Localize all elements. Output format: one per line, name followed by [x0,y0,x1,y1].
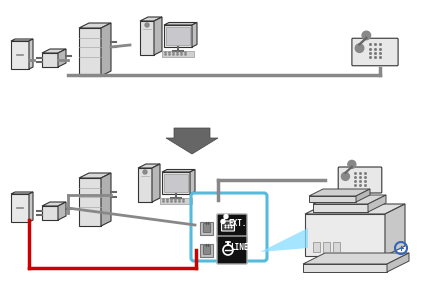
Polygon shape [79,173,111,178]
Polygon shape [162,172,190,194]
Polygon shape [192,22,197,47]
Polygon shape [190,169,195,194]
Polygon shape [303,253,409,264]
FancyBboxPatch shape [203,224,211,232]
Polygon shape [42,49,66,53]
Polygon shape [309,189,370,196]
Polygon shape [11,39,33,41]
FancyBboxPatch shape [217,236,247,264]
Circle shape [341,172,349,180]
FancyBboxPatch shape [162,51,194,57]
Polygon shape [387,253,409,272]
Polygon shape [303,264,387,272]
FancyBboxPatch shape [201,221,213,235]
FancyBboxPatch shape [201,244,213,256]
Polygon shape [368,195,386,212]
Circle shape [224,214,228,218]
Polygon shape [101,23,111,76]
Polygon shape [309,196,356,202]
Polygon shape [164,25,192,47]
Polygon shape [11,41,29,69]
FancyBboxPatch shape [323,242,330,252]
Text: LINE: LINE [230,244,248,253]
FancyBboxPatch shape [164,174,188,192]
FancyBboxPatch shape [338,167,382,193]
Polygon shape [164,22,197,25]
Polygon shape [166,128,218,154]
Polygon shape [138,164,160,168]
Polygon shape [29,39,33,69]
Polygon shape [138,168,152,202]
Polygon shape [140,21,154,55]
Polygon shape [313,204,368,212]
Polygon shape [79,23,111,28]
Polygon shape [162,169,195,172]
Polygon shape [385,204,405,256]
Polygon shape [11,192,33,194]
FancyBboxPatch shape [221,221,235,231]
FancyBboxPatch shape [313,242,320,252]
Polygon shape [101,173,111,226]
Polygon shape [79,28,101,76]
Polygon shape [11,194,29,222]
Polygon shape [58,202,66,220]
FancyBboxPatch shape [352,38,398,66]
FancyBboxPatch shape [333,242,340,252]
Polygon shape [356,189,370,202]
Polygon shape [313,195,386,204]
Polygon shape [79,178,101,226]
Circle shape [145,23,149,27]
Text: EXT.: EXT. [229,220,247,229]
Polygon shape [152,164,160,202]
FancyBboxPatch shape [203,246,211,254]
Polygon shape [305,214,385,256]
Circle shape [348,160,356,168]
Polygon shape [42,206,58,220]
Polygon shape [154,17,162,55]
Circle shape [362,31,371,40]
Circle shape [221,220,225,224]
Circle shape [143,170,147,174]
Polygon shape [42,53,58,67]
Polygon shape [58,49,66,67]
FancyBboxPatch shape [166,27,190,45]
FancyBboxPatch shape [217,214,247,242]
Polygon shape [260,228,308,252]
Polygon shape [42,202,66,206]
Polygon shape [29,192,33,222]
Polygon shape [140,17,162,21]
FancyBboxPatch shape [160,198,192,204]
Polygon shape [305,204,405,214]
Circle shape [355,44,364,52]
